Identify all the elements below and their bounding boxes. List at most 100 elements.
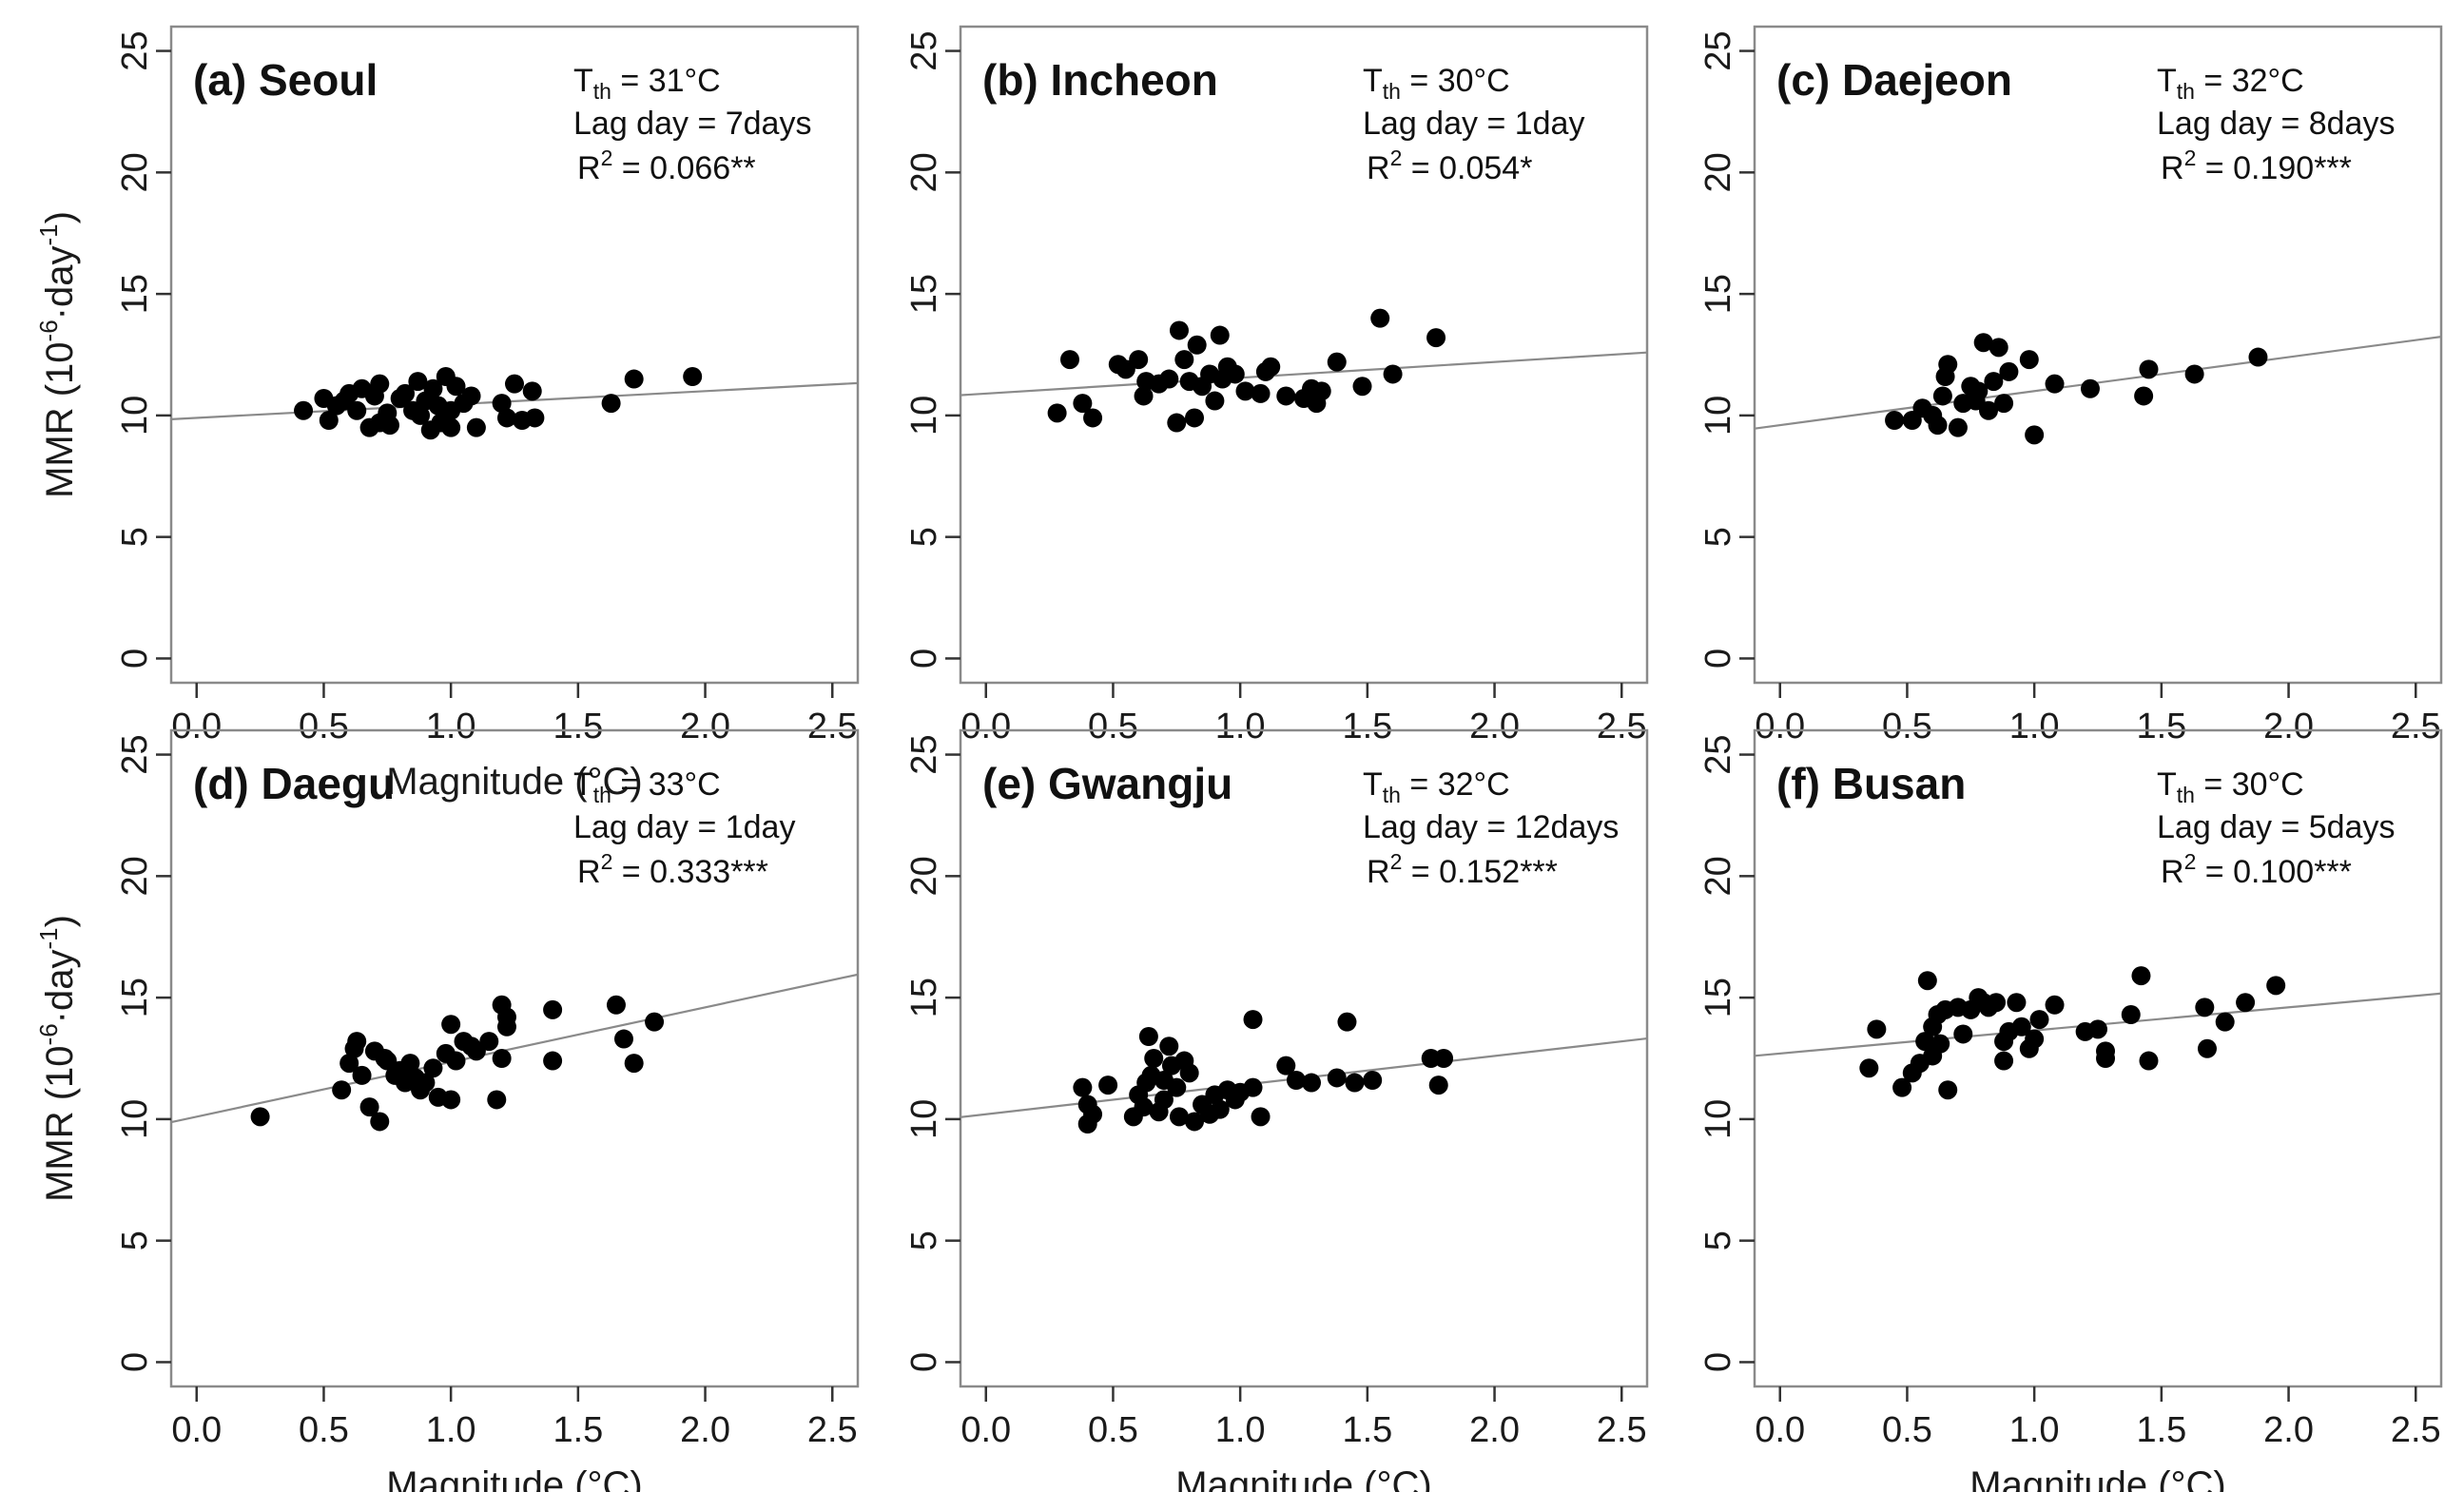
data-point	[1187, 335, 1207, 355]
data-point	[250, 1107, 270, 1127]
data-point	[624, 1054, 644, 1074]
y-tick-label: 15	[1698, 978, 1738, 1017]
y-tick-label: 25	[904, 734, 944, 774]
data-point	[1938, 1080, 1958, 1100]
data-point	[496, 408, 516, 428]
plot-frame	[959, 25, 1649, 685]
data-point	[1159, 369, 1179, 389]
y-tick-label: 5	[1698, 1230, 1738, 1250]
y-tick-label: 10	[904, 1099, 944, 1139]
data-point	[487, 1090, 507, 1110]
plot-frame	[1753, 25, 2443, 685]
r-squared-annotation: R2 = 0.054*	[1367, 145, 1532, 186]
panel-title: (c) Daejeon	[1776, 55, 2012, 105]
y-tick-label: 20	[1698, 856, 1738, 896]
y-tick-label: 10	[904, 396, 944, 436]
data-point	[505, 374, 524, 394]
data-point	[1994, 394, 2014, 414]
lag-day-annotation: Lag day = 8days	[2157, 106, 2395, 142]
x-tick-label: 0.5	[1882, 1410, 1932, 1450]
data-point	[1352, 377, 1372, 397]
y-tick-label: 15	[115, 978, 155, 1017]
panel-5: 0 5 10 15 20 25 0.0 0.5 1.0 1.5 2.0 2.5 (e) Gwangju T…	[904, 728, 1649, 1492]
data-point	[1859, 1058, 1879, 1078]
data-point	[1987, 993, 2007, 1013]
regression-line	[171, 381, 858, 420]
data-point	[1047, 403, 1067, 423]
x-tick-label: 2.0	[2263, 707, 2314, 746]
data-point	[1251, 1107, 1271, 1127]
data-point	[400, 1054, 420, 1074]
threshold-annotation: Tth = 32°C	[1363, 766, 1510, 807]
data-point	[1159, 1037, 1179, 1056]
x-axis-title: Magnitude (°C)	[386, 1464, 642, 1492]
y-tick-label: 5	[115, 527, 155, 547]
x-tick-label: 1.0	[2009, 707, 2060, 746]
data-point	[1243, 1077, 1263, 1097]
panel-title: (e) Gwangju	[982, 759, 1232, 808]
regression-line	[960, 351, 1647, 397]
threshold-annotation: Tth = 31°C	[573, 63, 721, 104]
y-tick-label: 25	[1698, 30, 1738, 70]
lag-day-annotation: Lag day = 1day	[573, 809, 795, 845]
x-tick-label: 2.0	[2263, 1410, 2314, 1450]
y-tick-label: 10	[115, 396, 155, 436]
panel-title: (f) Busan	[1776, 759, 1966, 808]
plot-frame	[169, 728, 860, 1388]
data-point	[2215, 1012, 2235, 1032]
x-axis-title: Magnitude (°C)	[1175, 1464, 1431, 1492]
x-tick-label: 2.0	[1469, 1410, 1520, 1450]
data-point	[1917, 971, 1937, 991]
x-tick-label: 2.0	[1469, 707, 1520, 746]
threshold-annotation: Tth = 30°C	[2157, 766, 2304, 807]
panel-title: (d) Daegu	[193, 759, 395, 808]
y-tick-label: 25	[115, 734, 155, 774]
data-point	[408, 372, 428, 392]
y-tick-label: 20	[904, 152, 944, 192]
data-point	[1210, 1099, 1230, 1119]
data-point	[347, 400, 367, 420]
data-point	[1979, 400, 1999, 420]
x-tick-label: 1.5	[2136, 707, 2186, 746]
data-point	[319, 411, 339, 430]
data-point	[1994, 1051, 2014, 1071]
r-squared-annotation: R2 = 0.190***	[2161, 145, 2352, 186]
data-point	[1138, 1027, 1158, 1046]
x-tick-label: 1.0	[426, 707, 476, 746]
data-point	[352, 1065, 372, 1085]
data-point	[606, 995, 626, 1015]
data-point	[1185, 1112, 1205, 1132]
data-point	[1134, 1097, 1154, 1117]
data-point	[2088, 1019, 2107, 1039]
data-point	[1885, 411, 1905, 430]
data-point	[1134, 386, 1154, 406]
data-point	[1083, 1104, 1103, 1124]
panel-1: 0 5 10 15 20 25 0.0 0.5 1.0 1.5 2.0 2.5 (a) Seoul Tth…	[34, 25, 860, 803]
data-point	[1225, 364, 1245, 384]
data-point	[416, 1073, 436, 1093]
data-point	[2045, 995, 2065, 1015]
data-point	[1932, 386, 1952, 406]
data-point	[379, 416, 399, 436]
x-tick-label: 1.0	[2009, 1410, 2060, 1450]
threshold-annotation: Tth = 30°C	[1363, 63, 1510, 104]
data-point	[1327, 352, 1347, 372]
y-tick-label: 15	[1698, 274, 1738, 314]
plot-frame	[1753, 728, 2443, 1388]
y-tick-label: 0	[1698, 1352, 1738, 1372]
data-point	[1059, 350, 1079, 370]
panel-title: (b) Incheon	[982, 55, 1218, 105]
data-point	[1930, 1034, 1950, 1054]
data-point	[479, 1032, 499, 1052]
x-tick-label: 2.5	[807, 707, 858, 746]
x-tick-label: 1.0	[426, 1410, 476, 1450]
panel-2: 0 5 10 15 20 25 0.0 0.5 1.0 1.5 2.0 2.5 (b) Incheon T…	[904, 25, 1649, 746]
y-tick-label: 15	[904, 978, 944, 1017]
y-axis-title: MMR (10-6·day-1)	[34, 915, 81, 1202]
data-point	[1185, 408, 1205, 428]
x-tick-label: 2.0	[680, 707, 730, 746]
data-point	[1938, 355, 1958, 375]
data-point	[1251, 383, 1271, 403]
r-squared-annotation: R2 = 0.152***	[1367, 849, 1558, 890]
data-point	[496, 1007, 516, 1027]
